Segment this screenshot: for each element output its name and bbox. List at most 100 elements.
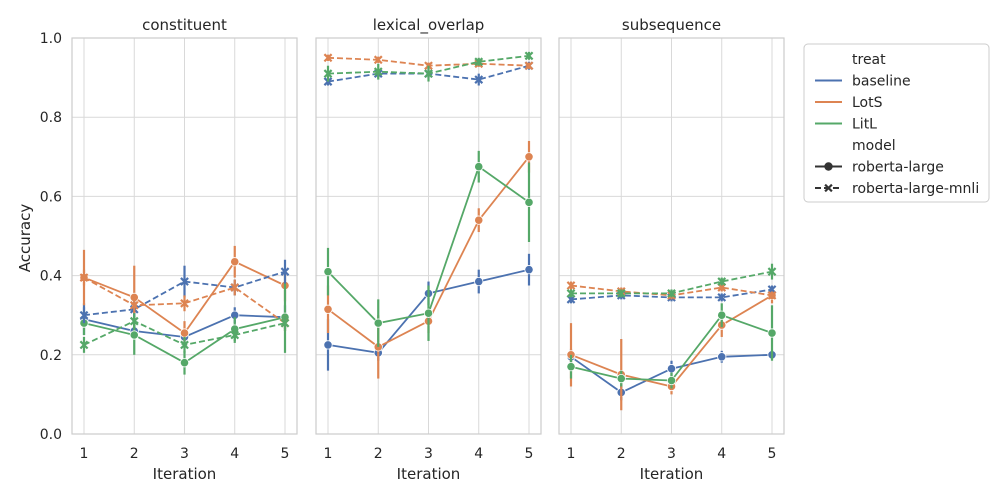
data-point (566, 281, 576, 290)
data-point (79, 340, 89, 350)
data-point (717, 293, 727, 302)
y-tick-label: 1.0 (40, 31, 62, 47)
data-point (323, 267, 333, 277)
data-point (179, 358, 190, 368)
panel-title: constituent (142, 16, 227, 34)
legend-title-treat: treat (852, 52, 886, 68)
x-axis-label: Iteration (397, 465, 461, 483)
panel-title: subsequence (622, 16, 721, 34)
data-point (373, 67, 383, 77)
data-point (129, 330, 139, 340)
data-point (524, 51, 534, 61)
data-point (323, 340, 333, 350)
data-point (423, 308, 434, 318)
data-point (474, 215, 484, 225)
data-point (717, 277, 727, 286)
series-litl-roberta-large-mnli (323, 51, 534, 82)
data-point (129, 300, 139, 310)
x-tick-label: 3 (180, 446, 189, 462)
data-point (616, 373, 626, 384)
x-tick-label: 5 (281, 446, 290, 462)
x-tick-label: 2 (130, 446, 139, 462)
panel-title: lexical_overlap (373, 16, 485, 35)
panel-constituent: constituent 1 2 3 4 5 Iteration 0.0 0.2 0.4 0.6 0.8… (40, 16, 298, 483)
data-point (566, 362, 576, 372)
data-point (79, 273, 89, 282)
series-litl-roberta-large (566, 303, 777, 389)
data-point (79, 310, 89, 320)
legend-label-treat: LotS (852, 95, 883, 111)
panel-frame (315, 37, 542, 435)
data-point (323, 69, 333, 79)
panel-frame (71, 37, 298, 435)
data-point (180, 298, 189, 308)
data-point (129, 316, 139, 326)
x-tick-label: 3 (667, 446, 676, 462)
data-point (230, 257, 240, 267)
x-tick-label: 4 (474, 446, 483, 462)
legend-label-treat: baseline (852, 74, 911, 90)
data-point (474, 162, 484, 172)
x-axis-label: Iteration (640, 465, 704, 483)
data-point (373, 318, 383, 328)
data-point (280, 318, 290, 328)
legend: treat baseline LotS LitL model roberta-large r… (803, 43, 990, 203)
y-tick-label: 0.8 (40, 110, 62, 126)
data-point (767, 267, 777, 277)
x-tick-label: 2 (617, 446, 626, 462)
data-point (373, 55, 383, 65)
data-point (767, 328, 777, 338)
data-point (667, 289, 676, 298)
x-tick-label: 3 (424, 446, 433, 462)
data-point (230, 283, 240, 292)
data-point (424, 69, 433, 79)
y-tick-label: 0.2 (40, 348, 62, 364)
x-tick-label: 1 (80, 446, 89, 462)
data-point (323, 53, 333, 63)
x-tick-label: 1 (324, 446, 333, 462)
data-point (323, 304, 333, 314)
data-point (717, 352, 727, 362)
x-tick-label: 2 (374, 446, 383, 462)
legend-label-model: roberta-large (852, 160, 944, 176)
data-point (666, 364, 677, 374)
data-point (767, 291, 777, 300)
legend-label-model: roberta-large-mnli (852, 181, 979, 197)
series-litl-roberta-large-mnli (79, 313, 290, 353)
x-tick-label: 4 (717, 446, 726, 462)
series-litl-roberta-large (323, 150, 534, 347)
legend-marker (824, 162, 833, 171)
data-point (474, 276, 484, 287)
x-tick-label: 5 (768, 446, 777, 462)
legend-label-treat: LitL (852, 117, 877, 133)
legend-title-model: model (852, 138, 896, 154)
data-point (524, 61, 534, 71)
data-point (524, 152, 534, 162)
legend-marker (824, 183, 833, 193)
panel-lexical-overlap: lexical_overlap 1 2 3 4 5 Iteration (315, 16, 542, 483)
y-axis-label: Accuracy (16, 204, 34, 273)
data-point (474, 57, 484, 67)
data-point (180, 277, 189, 286)
series-litl-roberta-large-mnli (566, 263, 777, 298)
y-tick-label: 0.6 (40, 189, 62, 205)
x-axis-label: Iteration (153, 465, 217, 483)
data-point (230, 330, 240, 340)
data-point (616, 289, 626, 298)
y-tick-label: 0.0 (40, 427, 62, 443)
data-point (180, 340, 189, 350)
legend-frame (803, 43, 990, 203)
data-point (717, 310, 727, 320)
x-tick-label: 5 (525, 446, 534, 462)
data-point (474, 75, 484, 84)
x-tick-label: 4 (230, 446, 239, 462)
y-tick-label: 0.4 (40, 269, 62, 285)
series-line (83, 276, 286, 324)
data-point (524, 265, 534, 275)
data-point (280, 267, 290, 277)
data-point (666, 375, 677, 386)
panel-subsequence: subsequence 1 2 3 4 5 Iteration (558, 16, 785, 483)
chart-panels: constituent 1 2 3 4 5 Iteration 0.0 0.2 0.4 0.6 0.8… (40, 16, 785, 483)
data-point (179, 328, 190, 338)
